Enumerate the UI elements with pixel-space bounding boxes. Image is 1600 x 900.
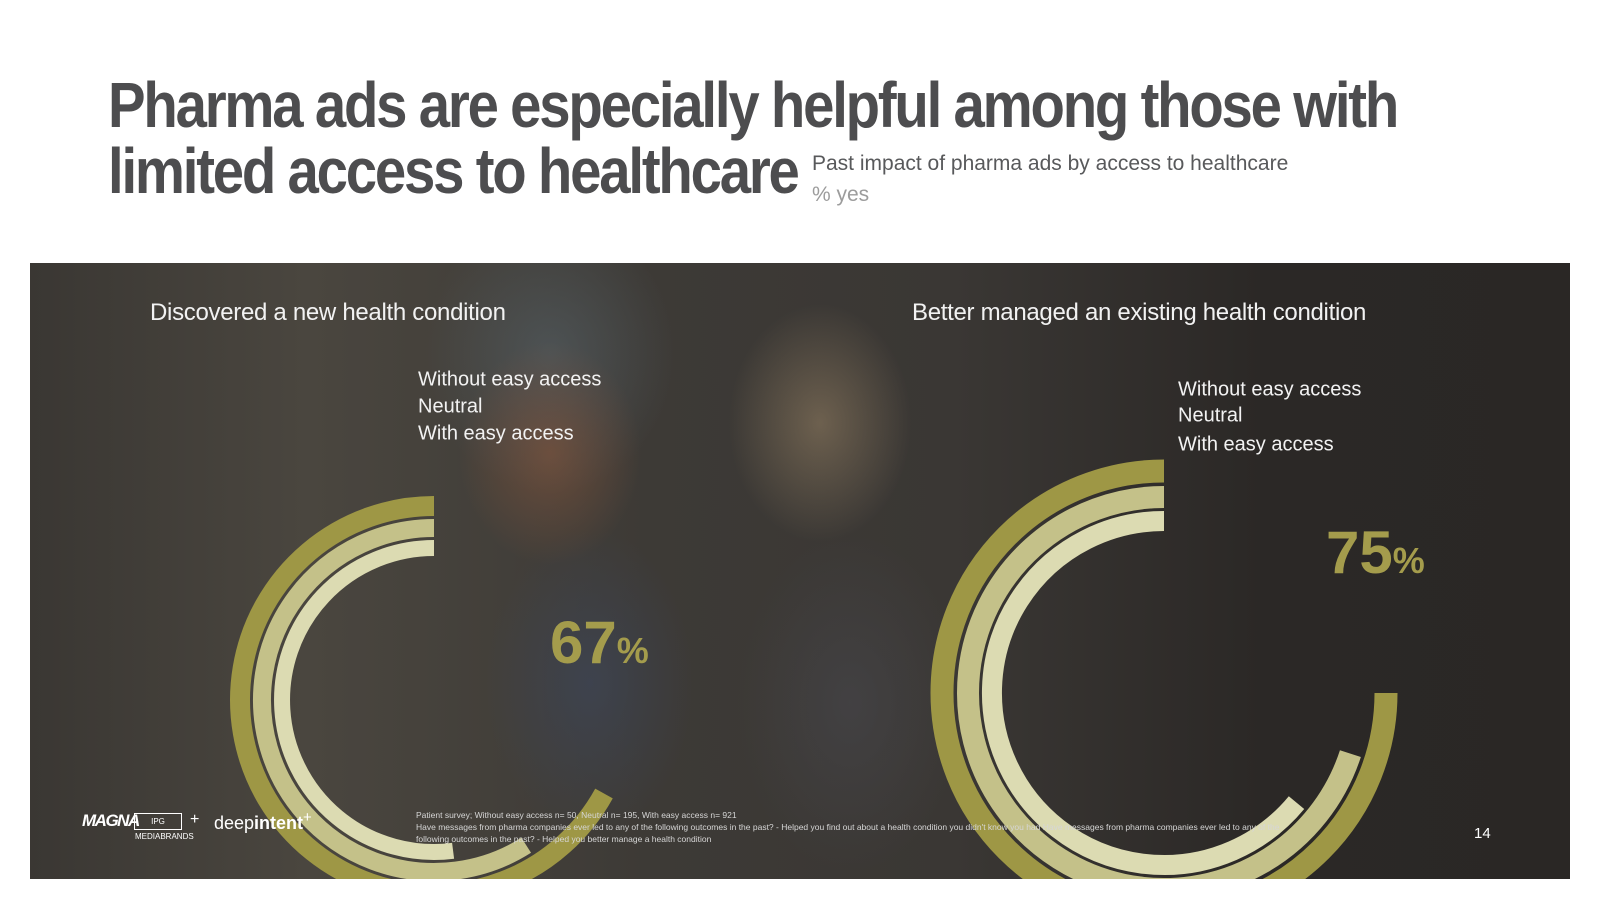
- radial-chart-managed: Without easy access Neutral With easy acce…: [930, 378, 1425, 879]
- legend-label-managed-with-easy-access: With easy access: [1178, 433, 1334, 455]
- radial-charts: Without easy access Neutral With easy acce…: [230, 368, 1425, 879]
- deepintent-logo-light: deep: [214, 813, 255, 833]
- deepintent-logo-sup: +: [303, 809, 312, 826]
- page-title: Pharma ads are especially helpful among …: [108, 69, 1399, 207]
- highlight-percent-managed: %: [1393, 540, 1425, 581]
- arc-managed-with-easy-access: [981, 511, 1305, 875]
- highlight-number-discovered: 67: [550, 609, 617, 676]
- chart-panel: Discovered a new health condition Better…: [30, 263, 1570, 879]
- logo-plus-sign: +: [190, 811, 200, 828]
- chart-title-discovered: Discovered a new health condition: [150, 299, 506, 326]
- radial-chart-discovered: Without easy access Neutral With easy acce…: [230, 368, 649, 879]
- source-notes: Patient survey; Without easy access n= 5…: [416, 809, 1296, 845]
- arc-managed-without-easy-access: [930, 459, 1398, 879]
- legend-label-discovered-without-easy-access: Without easy access: [418, 368, 601, 390]
- highlight-value-managed: 75%: [1326, 519, 1425, 586]
- page-number: 14: [1474, 825, 1491, 842]
- legend-label-managed-neutral: Neutral: [1178, 404, 1242, 426]
- highlight-percent-discovered: %: [617, 630, 649, 671]
- highlight-value-discovered: 67%: [550, 609, 649, 676]
- arc-discovered-without-easy-access: [230, 496, 613, 879]
- source-note-sample: Patient survey; Without easy access n= 5…: [416, 810, 737, 820]
- legend-label-managed-without-easy-access: Without easy access: [1178, 378, 1361, 400]
- legend-label-discovered-with-easy-access: With easy access: [418, 422, 574, 444]
- chart-unit: % yes: [812, 183, 870, 206]
- arc-discovered-with-easy-access: [274, 540, 455, 860]
- source-note-question: Have messages from pharma companies ever…: [416, 822, 1280, 844]
- arc-managed-neutral: [957, 486, 1361, 879]
- arc-discovered-neutral: [253, 519, 532, 879]
- chart-title-managed: Better managed an existing health condit…: [912, 299, 1367, 326]
- title-line-1: Pharma ads are especially helpful among …: [108, 69, 1399, 141]
- ipg-logo: IPG MEDIABRANDS: [134, 813, 194, 841]
- deepintent-logo-bold: intent: [254, 813, 304, 833]
- title-line-2: limited access to healthcare: [108, 135, 800, 207]
- legend-label-discovered-neutral: Neutral: [418, 395, 482, 417]
- chart-subtitle: Past impact of pharma ads by access to h…: [812, 152, 1289, 175]
- deepintent-logo: deepintent+: [214, 809, 312, 834]
- highlight-number-managed: 75: [1326, 519, 1393, 586]
- magna-logo: MAGNA: [82, 811, 140, 830]
